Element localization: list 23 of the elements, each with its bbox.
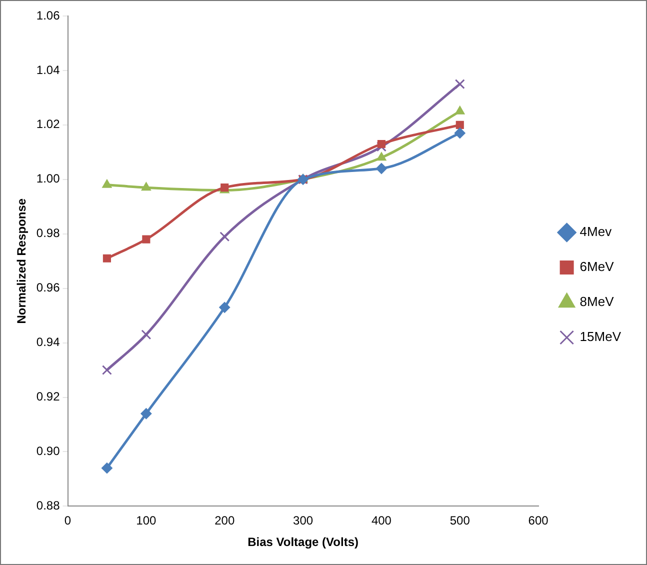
x-tick-label: 100	[136, 514, 157, 528]
y-tick-label: 0.96	[36, 280, 60, 295]
y-tick-label: 0.94	[36, 335, 60, 350]
legend-label: 8MeV	[580, 294, 614, 310]
x-tick-label: 400	[371, 514, 392, 528]
y-axis-title: Normalized Response	[14, 198, 29, 324]
x-tick-label: 0	[64, 514, 72, 528]
y-tick-label: 1.06	[36, 8, 60, 22]
x-tick-label: 500	[450, 514, 470, 528]
y-tick-label: 0.90	[36, 444, 60, 458]
y-tick-label: 0.98	[36, 226, 60, 240]
legend-label: 6MeV	[580, 259, 614, 274]
x-tick-label: 300	[293, 514, 314, 528]
y-tick-label: 1.00	[36, 172, 60, 186]
y-tick-label: 1.04	[36, 62, 60, 77]
y-tick-label: 1.02	[36, 117, 60, 132]
legend-label: 4Mev	[580, 224, 612, 240]
x-axis-title: Bias Voltage (Volts)	[248, 535, 358, 550]
x-tick-label: 600	[528, 514, 549, 528]
x-tick-label: 200	[214, 514, 235, 528]
legend-label: 15MeV	[580, 329, 622, 344]
y-tick-label: 0.92	[36, 390, 60, 404]
y-tick-label: 0.88	[36, 498, 60, 513]
